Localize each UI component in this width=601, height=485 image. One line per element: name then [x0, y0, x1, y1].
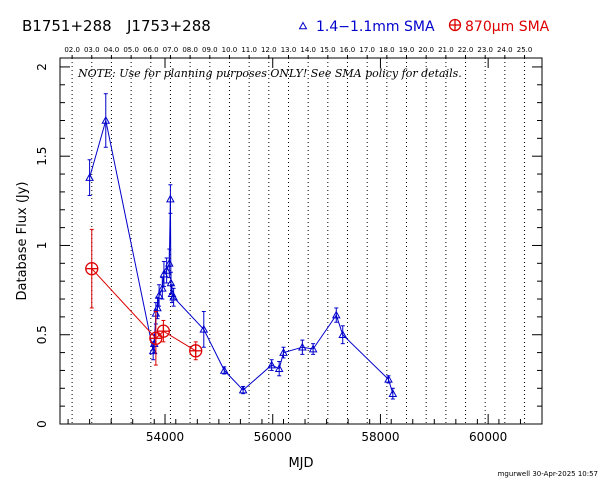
- x-axis: 54000 56000 58000 60000: [67, 58, 543, 444]
- data-point: [219, 365, 229, 374]
- series-blue: [85, 93, 398, 400]
- data-point: [267, 360, 276, 369]
- data-point: [157, 283, 167, 292]
- data-point: [148, 346, 158, 355]
- y-tick-label: 0: [35, 420, 49, 428]
- legend-red-label: 870μm SMA: [465, 19, 550, 35]
- top-tick-label: 08.0: [182, 46, 198, 54]
- data-point: [85, 262, 99, 276]
- legend-blue-label: 1.4−1.1mm SMA: [316, 19, 435, 35]
- data-point: [199, 324, 209, 333]
- top-tick-label: 16.0: [340, 46, 356, 54]
- top-tick-label: 11.0: [241, 46, 257, 54]
- planning-note: NOTE: Use for planning purposes ONLY! Se…: [77, 67, 462, 80]
- data-point: [388, 389, 398, 397]
- vertical-gridlines: [71, 58, 526, 424]
- top-tick-label: 09.0: [202, 46, 218, 54]
- legend-circled-plus-marker: [448, 18, 462, 32]
- top-tick-label: 24.0: [497, 46, 513, 54]
- series-red: [85, 228, 203, 366]
- x-axis-label: MJD: [288, 456, 313, 471]
- plot-frame: [59, 57, 543, 425]
- top-tick-label: 15.0: [320, 46, 336, 54]
- top-tick-label: 18.0: [379, 46, 395, 54]
- data-point: [101, 115, 111, 124]
- top-tick-label: 14.0: [300, 46, 316, 54]
- data-point: [162, 265, 171, 274]
- legend-triangle-marker: [298, 21, 308, 30]
- legend-circled-plus: [448, 18, 462, 32]
- data-point: [169, 292, 178, 301]
- x-tick-label: 54000: [146, 430, 184, 444]
- data-point: [166, 194, 175, 203]
- series-line: [89, 120, 394, 394]
- top-axis: 02.0 03.0 04.0 05.0 06.0 07.0 08.0 09.0 10.0 11.0…: [64, 46, 532, 58]
- top-tick-label: 10.0: [222, 46, 238, 54]
- top-tick-label: 21.0: [438, 46, 454, 54]
- data-point: [331, 310, 341, 319]
- top-tick-label: 20.0: [418, 46, 434, 54]
- y-axis-label: Database Flux (Jy): [15, 182, 30, 301]
- data-point: [274, 364, 284, 372]
- y-tick-label: 1: [35, 242, 49, 250]
- y-tick-label: 2: [35, 63, 49, 71]
- data-point: [164, 258, 174, 267]
- top-tick-label: 06.0: [143, 46, 159, 54]
- data-point: [85, 173, 94, 181]
- top-tick-label: 17.0: [359, 46, 375, 54]
- legend-triangle: [298, 21, 308, 30]
- footer-stamp: mgurwell 30-Apr-2025 10:57: [498, 470, 598, 478]
- data-point: [297, 342, 307, 351]
- top-tick-label: 03.0: [84, 46, 100, 54]
- y-axis: 0 0.5 1 1.5 2: [35, 63, 542, 428]
- x-tick-label: 58000: [361, 430, 399, 444]
- series-line: [91, 268, 196, 352]
- top-tick-label: 25.0: [517, 46, 533, 54]
- data-point: [384, 374, 393, 383]
- source-alias: J1753+288: [126, 17, 211, 35]
- x-tick-label: 56000: [254, 430, 292, 444]
- x-tick-label: 60000: [469, 430, 507, 444]
- source-name: B1751+288: [22, 17, 112, 35]
- data-point: [238, 385, 248, 394]
- top-tick-label: 12.0: [261, 46, 277, 54]
- data-point: [166, 278, 176, 287]
- top-tick-label: 13.0: [281, 46, 297, 54]
- top-tick-label: 19.0: [399, 46, 415, 54]
- data-point: [308, 344, 318, 353]
- top-tick-label: 05.0: [123, 46, 139, 54]
- data-point: [189, 344, 203, 358]
- top-tick-label: 02.0: [64, 46, 80, 54]
- series-layer: [85, 93, 398, 400]
- top-tick-label: 07.0: [163, 46, 179, 54]
- top-tick-label: 04.0: [104, 46, 120, 54]
- data-point: [149, 331, 163, 345]
- top-tick-label: 22.0: [458, 46, 474, 54]
- y-tick-label: 1.5: [35, 147, 49, 166]
- data-point: [338, 330, 348, 339]
- y-tick-label: 0.5: [35, 325, 49, 344]
- data-point: [156, 324, 171, 338]
- data-point: [153, 303, 162, 312]
- data-point: [154, 290, 164, 299]
- top-tick-label: 23.0: [477, 46, 493, 54]
- data-point: [279, 348, 288, 356]
